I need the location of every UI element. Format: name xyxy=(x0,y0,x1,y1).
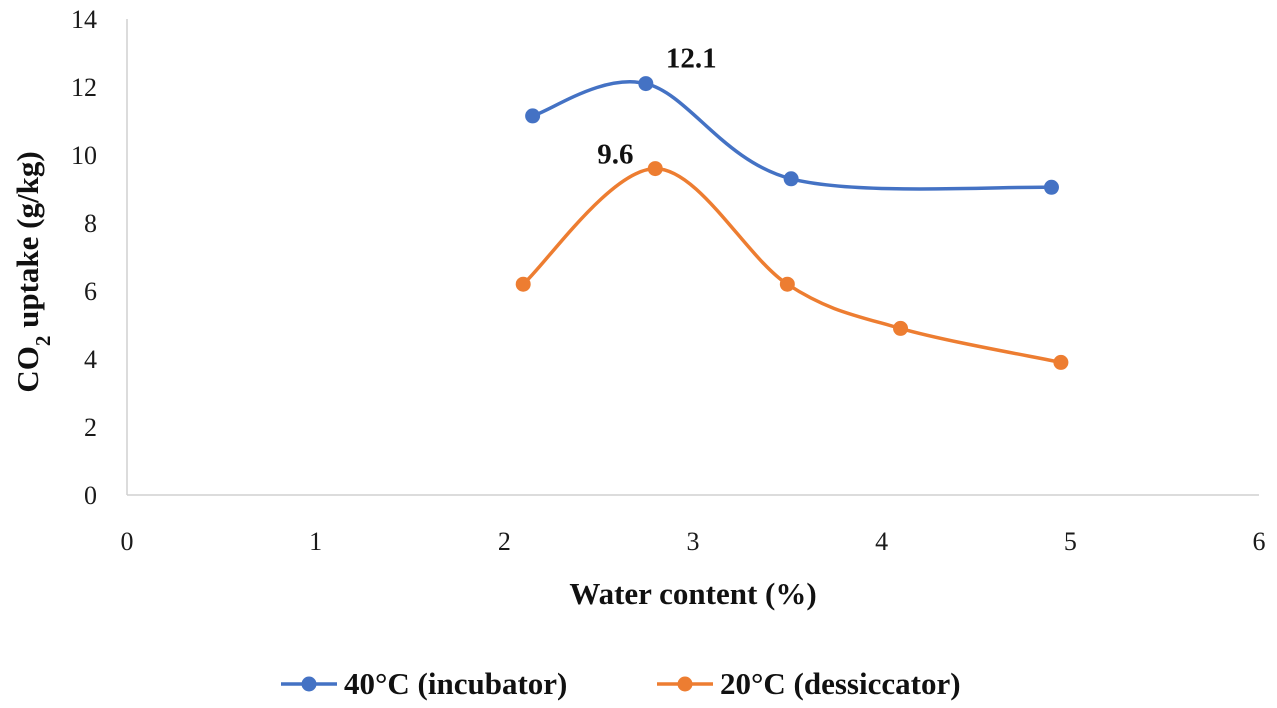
data-point[interactable] xyxy=(783,171,799,187)
y-tick-label: 2 xyxy=(84,413,97,442)
y-tick-label: 12 xyxy=(71,73,97,102)
x-axis-title: Water content (%) xyxy=(569,576,816,611)
x-axis-ticks: 0 1 2 3 4 5 6 xyxy=(121,527,1266,556)
series-20c-dessiccator xyxy=(515,161,1069,370)
y-tick-label: 4 xyxy=(84,345,97,374)
y-axis-title-main: CO xyxy=(10,346,45,393)
y-axis-title: CO2 uptake (g/kg) xyxy=(10,151,55,392)
data-point[interactable] xyxy=(515,276,531,292)
x-tick-label: 2 xyxy=(498,527,511,556)
data-point[interactable] xyxy=(779,276,795,292)
series-40c-incubator xyxy=(525,76,1059,195)
legend-label-20c: 20°C (dessiccator) xyxy=(720,666,961,701)
x-tick-label: 0 xyxy=(121,527,134,556)
data-point[interactable] xyxy=(525,108,541,124)
y-tick-label: 14 xyxy=(71,5,97,34)
data-point[interactable] xyxy=(893,320,909,336)
series-line xyxy=(521,166,1063,365)
legend-item-20c[interactable]: 20°C (dessiccator) xyxy=(657,666,961,701)
data-point[interactable] xyxy=(647,161,663,177)
series-line xyxy=(530,80,1054,191)
data-label: 12.1 xyxy=(666,43,717,75)
data-point[interactable] xyxy=(1053,354,1069,370)
x-tick-label: 5 xyxy=(1064,527,1077,556)
legend-swatch-marker-20c xyxy=(677,676,693,692)
y-tick-label: 6 xyxy=(84,277,97,306)
series-layer xyxy=(515,76,1069,370)
y-tick-label: 0 xyxy=(84,481,97,510)
data-point[interactable] xyxy=(1043,179,1059,195)
x-tick-label: 1 xyxy=(309,527,322,556)
y-axis-ticks: 0 2 4 6 8 10 12 14 xyxy=(71,5,97,510)
data-label: 9.6 xyxy=(597,139,633,171)
legend: 40°C (incubator) 20°C (dessiccator) xyxy=(281,666,961,701)
legend-swatch-marker-40c xyxy=(301,676,317,692)
y-axis-title-subscript: 2 xyxy=(31,336,55,347)
y-axis-title-rest: uptake (g/kg) xyxy=(10,151,45,335)
x-tick-label: 3 xyxy=(687,527,700,556)
y-tick-label: 8 xyxy=(84,209,97,238)
legend-item-40c[interactable]: 40°C (incubator) xyxy=(281,666,567,701)
x-tick-label: 4 xyxy=(875,527,888,556)
x-tick-label: 6 xyxy=(1253,527,1266,556)
data-labels: 12.1 9.6 xyxy=(597,43,716,171)
data-point[interactable] xyxy=(638,76,654,92)
legend-label-40c: 40°C (incubator) xyxy=(344,666,567,701)
y-tick-label: 10 xyxy=(71,141,97,170)
